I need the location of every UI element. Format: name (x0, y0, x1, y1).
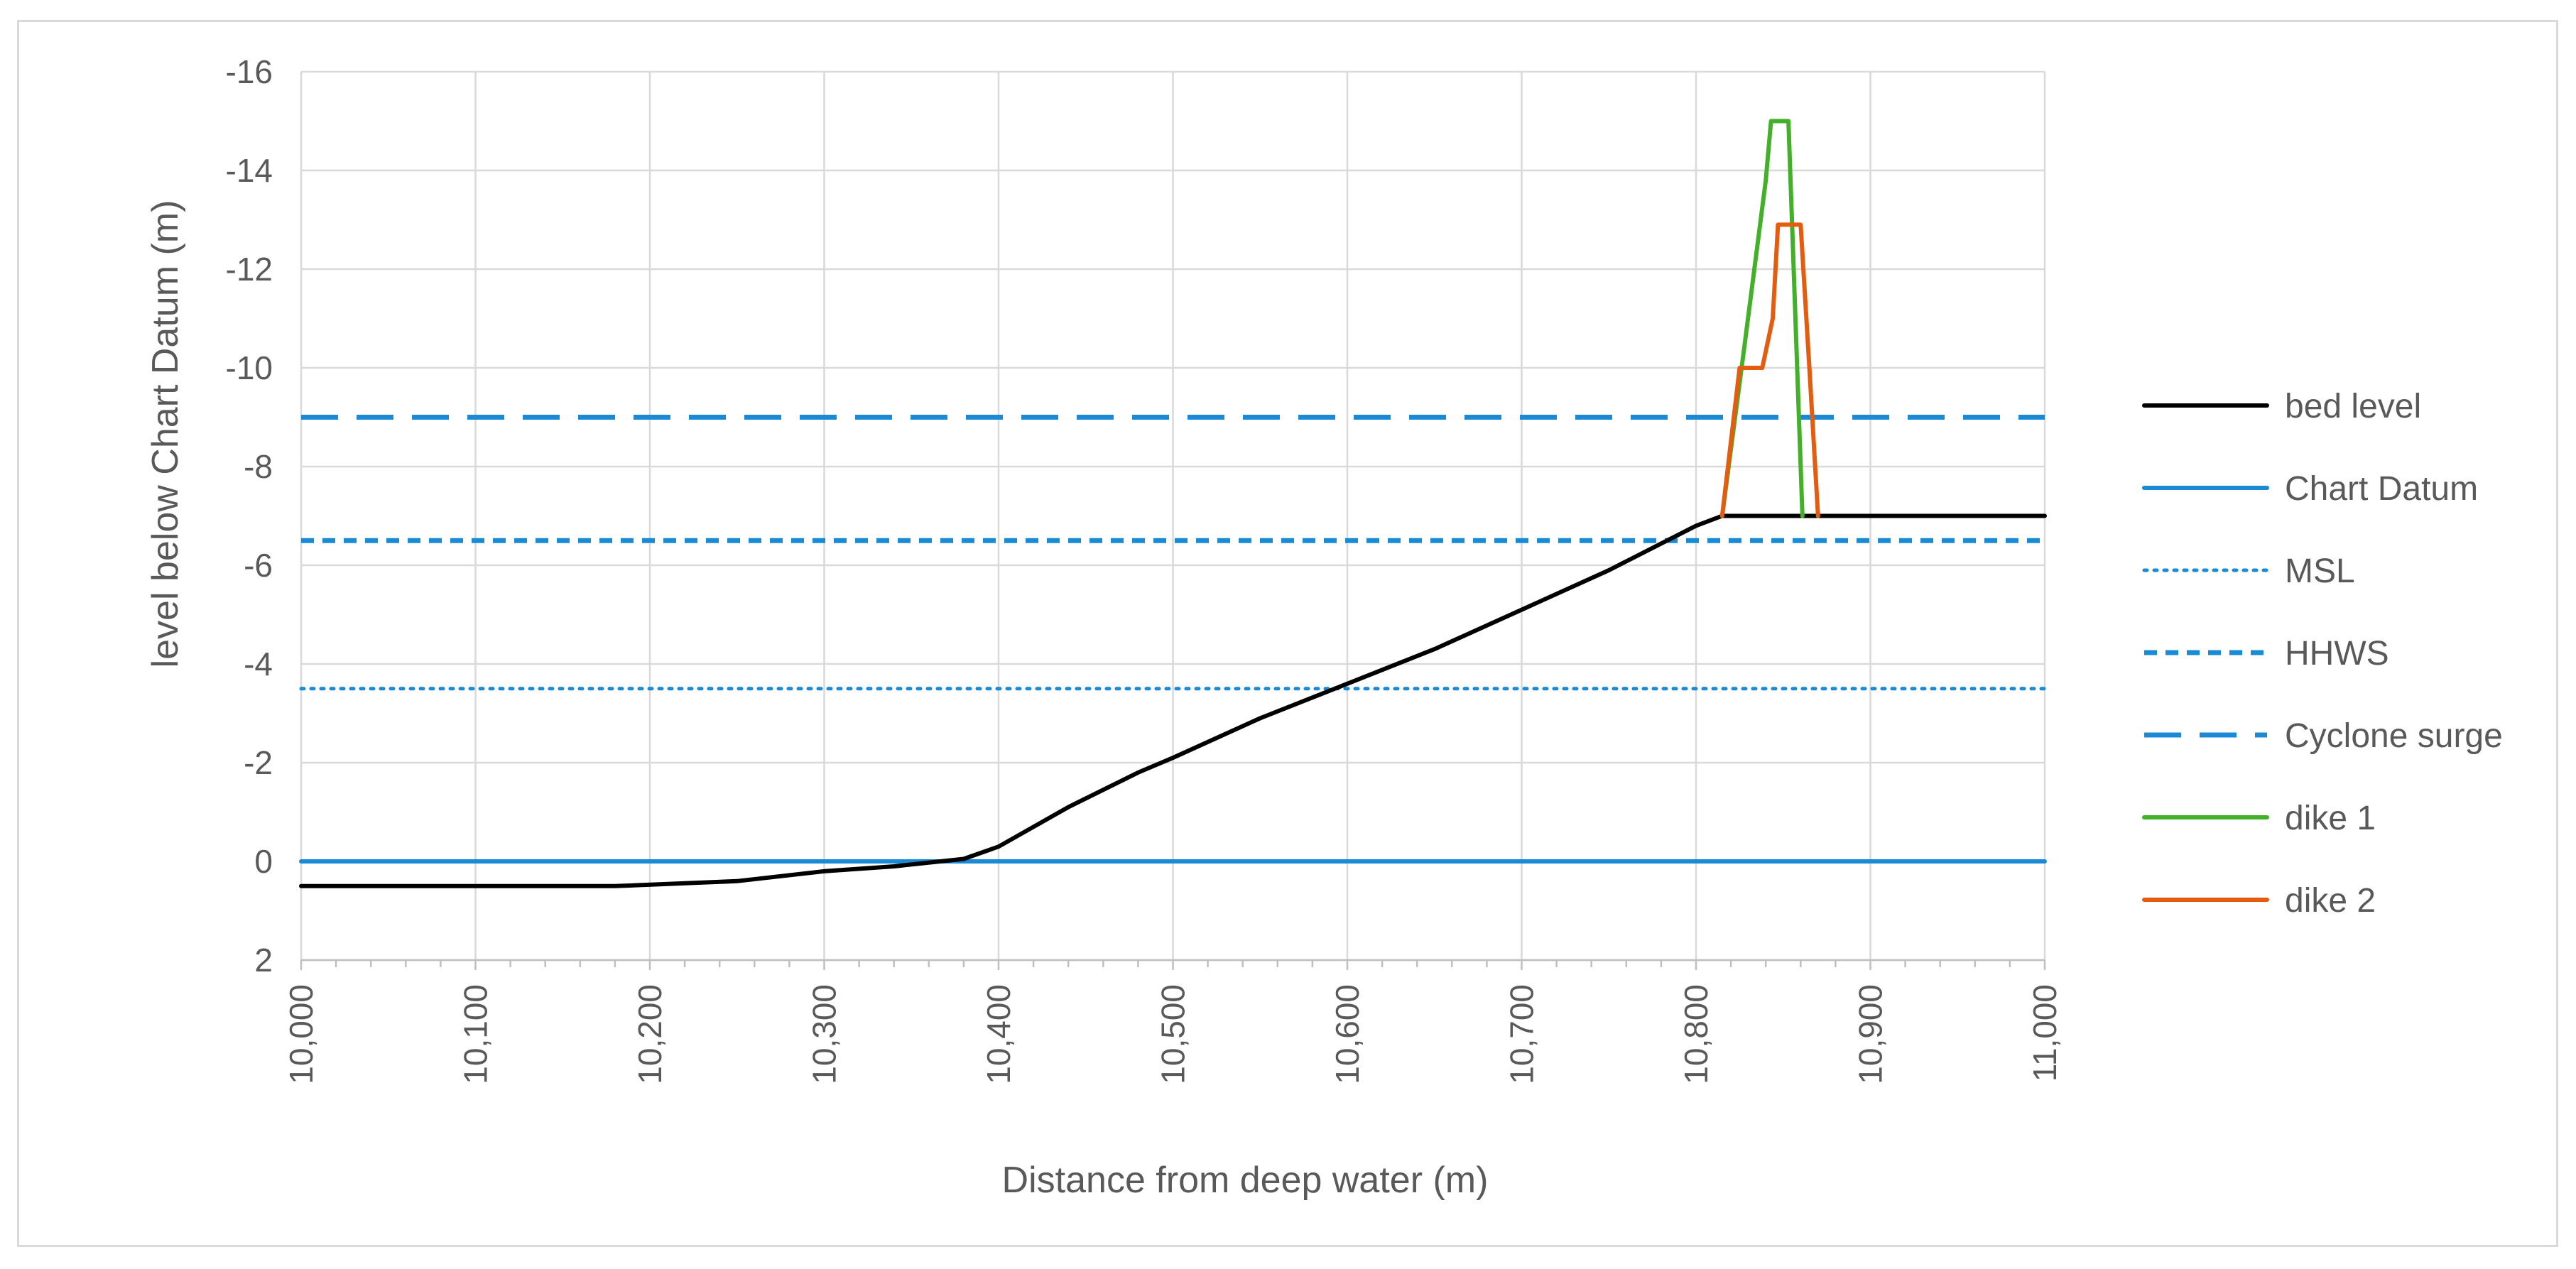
x-tick-label: 10,400 (980, 984, 1017, 1084)
y-tick-label: 2 (254, 942, 273, 979)
y-tick-label: -12 (226, 251, 273, 288)
y-tick-label: -16 (226, 53, 273, 90)
series-line-bed-level (299, 513, 2047, 888)
legend: bed level Chart Datum MSL HHWS Cyclone surge… (2142, 388, 2503, 920)
y-tick-label: -4 (244, 646, 273, 682)
y-tick-label: -14 (226, 152, 273, 189)
x-tick-label: 10,500 (1155, 984, 1192, 1084)
x-axis-title: Distance from deep water (m) (1002, 1160, 1489, 1201)
legend-label-dike-1: dike 1 (2285, 800, 2376, 837)
y-tick-label: -2 (244, 744, 273, 781)
y-tick-label: -8 (244, 448, 273, 485)
legend-label-dike-2: dike 2 (2285, 882, 2376, 920)
x-tick-label: 10,800 (1678, 984, 1714, 1084)
x-tick-label: 10,000 (283, 984, 320, 1084)
legend-label-cyclone-surge: Cyclone surge (2285, 717, 2503, 755)
series-line-dike-2 (1719, 222, 1820, 518)
legend-label-chart-datum: Chart Datum (2285, 470, 2478, 508)
x-tick-label: 10,100 (457, 984, 494, 1084)
x-tick-label: 10,200 (631, 984, 668, 1084)
chart-frame: -16 -14 -12 -10 -8 -6 -4 -2 0 2 10,000 10,100 10,200… (17, 20, 2558, 1247)
y-tick-label: -10 (226, 349, 273, 386)
series-layer (299, 119, 2047, 888)
grid-layer (300, 70, 2046, 962)
y-tick-label: -6 (244, 547, 273, 584)
legend-label-hhws: HHWS (2285, 635, 2389, 672)
y-tick-label: 0 (254, 843, 273, 880)
y-axis-title: level below Chart Datum (m) (145, 200, 186, 668)
legend-label-msl: MSL (2285, 552, 2355, 590)
chart-svg: -16 -14 -12 -10 -8 -6 -4 -2 0 2 10,000 10,100 10,200… (145, 53, 2503, 1201)
legend-label-bed-level: bed level (2285, 388, 2421, 425)
x-tick-label: 10,700 (1504, 984, 1540, 1084)
x-tick-label: 10,600 (1329, 984, 1366, 1084)
axis-layer: -16 -14 -12 -10 -8 -6 -4 -2 0 2 10,000 10,100 10,200… (226, 53, 2063, 1084)
x-tick-label: 11,000 (2026, 984, 2063, 1082)
series-line-dike-1 (1719, 119, 1805, 518)
x-tick-label: 10,900 (1852, 984, 1889, 1084)
x-tick-label: 10,300 (806, 984, 843, 1084)
